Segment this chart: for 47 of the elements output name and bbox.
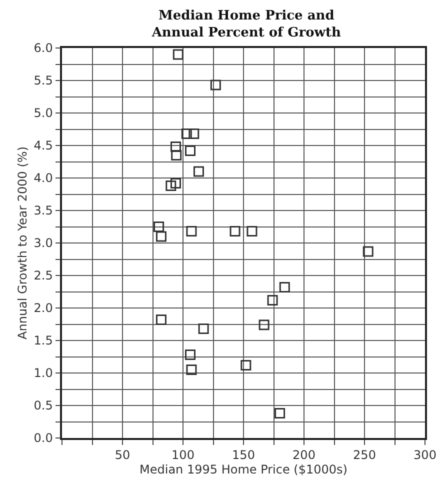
point (198, 324, 209, 334)
point (240, 360, 252, 370)
point (185, 145, 196, 156)
y-tick-label: 5.0 (34, 106, 53, 120)
y-tick-label: 4.5 (34, 138, 53, 153)
y-tick-label: 3.5 (34, 204, 53, 218)
point (185, 350, 196, 360)
y-tick-label: 0.0 (34, 431, 53, 446)
point (181, 128, 192, 140)
point (166, 180, 176, 192)
y-tick-label: 6.0 (34, 41, 53, 56)
point (156, 314, 166, 325)
y-tick-label: 2.0 (34, 301, 53, 316)
x-tick-label: 100 (172, 448, 194, 462)
point (154, 222, 164, 232)
x-tick-label: 300 (414, 448, 436, 462)
chart-title: Median Home Price and Annual Percent of Growth (150, 8, 342, 40)
y-tick-label: 0.5 (34, 398, 53, 413)
y-tick-label: 4.0 (34, 171, 53, 186)
point (267, 294, 278, 306)
y-tick-label: 2.5 (34, 268, 53, 283)
y-tick-label: 1.5 (34, 334, 53, 348)
y-tick-label: 1.0 (34, 366, 53, 380)
y-axis-title: Annual Growth to Year 2000 (%) (16, 146, 30, 340)
point (171, 150, 182, 160)
point (188, 128, 200, 140)
point (172, 49, 184, 60)
point (156, 231, 166, 242)
point (170, 178, 181, 188)
x-tick-label: 200 (292, 448, 316, 462)
y-tick-label: 3.0 (34, 236, 53, 250)
x-tick-label: 150 (232, 448, 255, 462)
y-tick-label: 5.5 (34, 74, 53, 88)
point (170, 142, 181, 152)
point (279, 282, 290, 292)
point (362, 246, 374, 257)
x-axis-title: Median 1995 Home Price ($1000s) (140, 462, 348, 477)
point (210, 80, 221, 90)
point (186, 226, 197, 237)
x-tick-label: 50 (114, 448, 130, 462)
point (193, 166, 204, 177)
point (258, 320, 270, 330)
point (246, 226, 258, 237)
point (274, 408, 286, 419)
point (186, 364, 197, 375)
x-tick-label: 250 (353, 448, 376, 462)
point (230, 226, 240, 237)
